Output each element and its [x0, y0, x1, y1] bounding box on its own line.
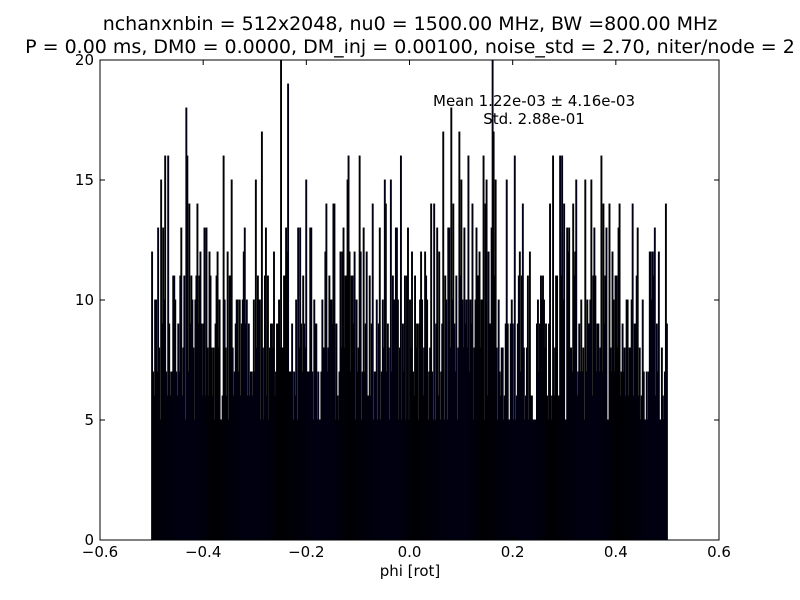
y-tick-label: 15 [75, 171, 94, 189]
y-tick-label: 20 [75, 51, 94, 69]
x-tick-label: −0.2 [288, 543, 324, 561]
x-tick-label: −0.4 [185, 543, 221, 561]
y-tick-label: 5 [84, 411, 94, 429]
std-annotation: Std. 2.88e-01 [483, 110, 585, 128]
chart-title: nchanxnbin = 512x2048, nu0 = 1500.00 MHz… [103, 13, 718, 35]
chart-subtitle: P = 0.00 ms, DM0 = 0.0000, DM_inj = 0.00… [25, 36, 795, 58]
mean-annotation: Mean 1.22e-03 ± 4.16e-03 [433, 92, 635, 110]
y-axis-ticks: 0 5 10 15 20 [75, 51, 719, 549]
y-tick-label: 10 [75, 291, 94, 309]
y-tick-label: 0 [84, 531, 94, 549]
x-tick-label: 0.6 [707, 543, 731, 561]
x-tick-label: 0.2 [501, 543, 525, 561]
x-tick-label: −0.6 [82, 543, 118, 561]
histogram-bar [665, 323, 668, 541]
x-tick-label: 0.4 [604, 543, 628, 561]
x-axis-label: phi [rot] [380, 562, 441, 580]
x-axis-ticks: −0.6 −0.4 −0.2 0.0 0.2 0.4 0.6 [82, 60, 731, 561]
x-tick-label: 0.0 [398, 543, 422, 561]
